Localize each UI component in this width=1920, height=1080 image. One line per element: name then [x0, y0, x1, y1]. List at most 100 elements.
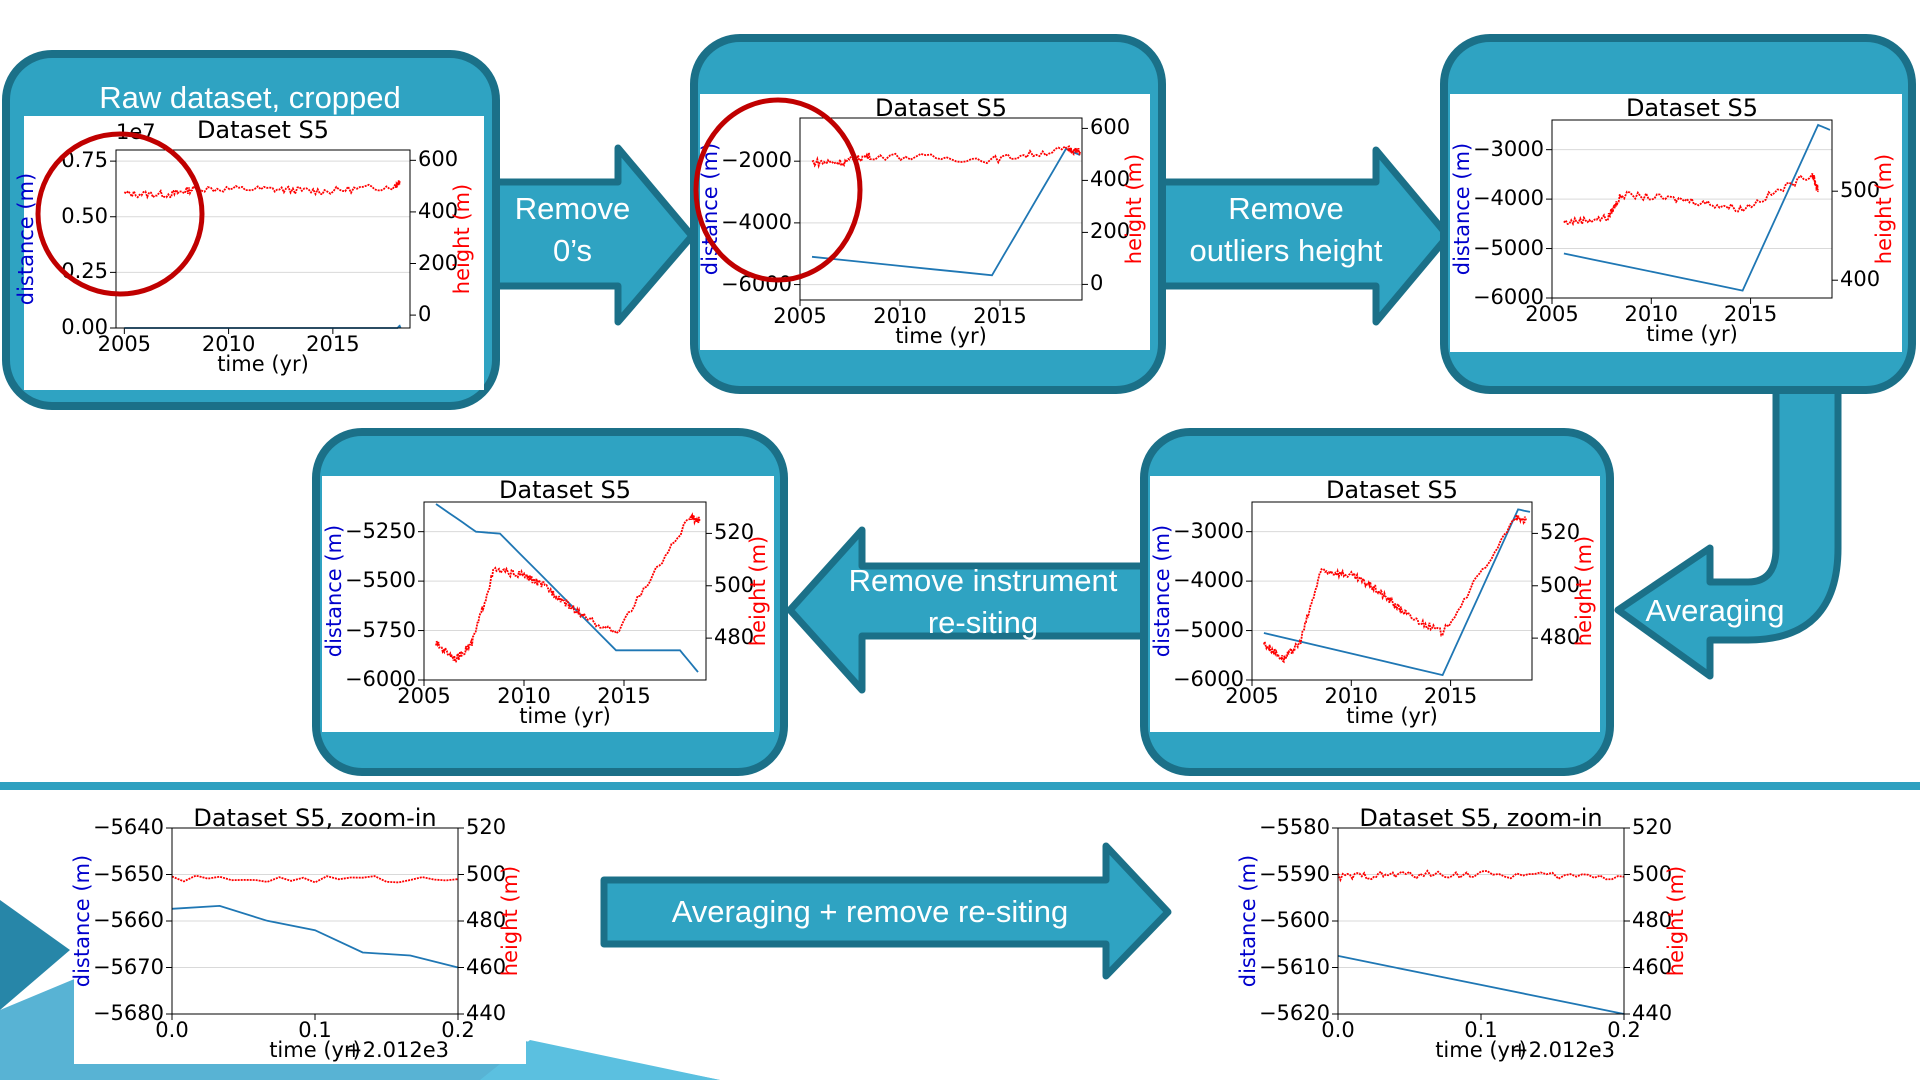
remove-zeros-label: Remove 0’s — [514, 191, 631, 268]
xlabel-raw: time (yr) — [217, 352, 309, 376]
arrow-averaging — [1614, 380, 1842, 680]
xlabel-remove-outliers: time (yr) — [1646, 322, 1738, 346]
arrow-remove-resiting — [786, 526, 1154, 694]
ytick-right-zoom-processed-1: 460 — [1632, 954, 1673, 979]
ytick-right-zoom-processed-0: 440 — [1632, 1001, 1673, 1025]
ytick-right-zoom-raw-0: 440 — [466, 1001, 507, 1025]
ytick-right-remove-resiting-1: 500 — [714, 572, 755, 597]
xlabel-zoom-processed: time (yr) — [1435, 1038, 1527, 1062]
xtick-averaging-1: 2010 — [1324, 684, 1378, 708]
xtick-raw-0: 2005 — [97, 332, 152, 356]
chart-title-remove-zeros: Dataset S5 — [874, 94, 1008, 122]
ytick-right-remove-resiting-0: 480 — [714, 625, 755, 650]
xtick-averaging-0: 2005 — [1225, 684, 1279, 708]
ylabel-right-zoom-processed: height (m) — [1664, 865, 1688, 977]
xtick-remove-outliers-0: 2005 — [1525, 302, 1579, 326]
xtick-zoom-raw-2: 0.2 — [441, 1018, 475, 1042]
ytick-right-remove-zeros-1: 200 — [1090, 219, 1131, 244]
remove-outliers-label: Remove outliers height — [1189, 191, 1383, 268]
arrow-averaging-remove-resiting — [600, 842, 1172, 980]
bottom-arrow-label: Averaging + remove re-siting — [671, 894, 1069, 929]
xtick-zoom-processed-0: 0.0 — [1321, 1018, 1355, 1042]
xtick-raw-2: 2015 — [306, 332, 360, 356]
ytick-right-remove-outliers-0: 400 — [1840, 267, 1881, 292]
ytick-left-zoom-raw-4: −5680 — [92, 1001, 164, 1025]
chart-title-raw: Dataset S5 — [196, 116, 330, 144]
xtick-remove-zeros-2: 2015 — [973, 304, 1027, 328]
ytick-left-zoom-raw-2: −5660 — [92, 908, 164, 932]
remove-resiting-label: Remove instrument re-siting — [848, 563, 1118, 640]
ytick-left-zoom-processed-4: −5620 — [1258, 1001, 1330, 1025]
xtick-remove-zeros-0: 2005 — [773, 304, 827, 328]
ytick-left-remove-resiting-0: −5250 — [344, 518, 416, 543]
ytick-right-averaging-2: 520 — [1540, 520, 1581, 545]
chart-title-averaging: Dataset S5 — [1325, 476, 1459, 504]
xtick-zoom-raw-0: 0.0 — [155, 1018, 189, 1042]
xlabel-averaging: time (yr) — [1346, 704, 1438, 728]
arrow-remove-zeros — [486, 144, 696, 326]
ytick-left-zoom-processed-1: −5590 — [1258, 861, 1330, 886]
ytick-right-raw-3: 600 — [418, 147, 459, 172]
ytick-right-zoom-raw-4: 520 — [466, 815, 507, 839]
chart-title-zoom-processed: Dataset S5, zoom-in — [1359, 804, 1603, 832]
ytick-right-zoom-processed-2: 480 — [1632, 908, 1673, 932]
ytick-right-zoom-raw-3: 500 — [466, 861, 507, 886]
section-divider — [0, 782, 1920, 790]
xtick-zoom-processed-2: 0.2 — [1607, 1018, 1641, 1042]
ytick-left-zoom-processed-0: −5580 — [1258, 815, 1330, 839]
ytick-left-zoom-raw-3: −5670 — [92, 954, 164, 979]
ytick-left-zoom-raw-1: −5650 — [92, 861, 164, 886]
averaging-label: Averaging — [1645, 593, 1785, 628]
ytick-left-remove-resiting-1: −5500 — [344, 568, 416, 593]
ytick-left-remove-resiting-3: −6000 — [344, 667, 416, 691]
ylabel-left-remove-outliers: distance (m) — [1450, 142, 1474, 276]
ytick-left-raw-0: 0.00 — [61, 315, 108, 339]
ytick-left-averaging-1: −4000 — [1172, 568, 1244, 593]
xlabel-zoom-raw: time (yr) — [269, 1038, 361, 1062]
ytick-right-raw-0: 0 — [418, 302, 432, 327]
ytick-left-zoom-processed-2: −5600 — [1258, 908, 1330, 932]
xtick-averaging-2: 2015 — [1423, 684, 1478, 708]
ylabel-right-raw: height (m) — [450, 183, 474, 295]
ylabel-right-averaging: height (m) — [1572, 535, 1596, 647]
ytick-right-zoom-processed-3: 500 — [1632, 861, 1673, 886]
x-offset-zoom-raw: +2.012e3 — [345, 1038, 449, 1062]
xtick-remove-outliers-2: 2015 — [1723, 302, 1778, 326]
ylabel-left-averaging: distance (m) — [1150, 524, 1174, 658]
xlabel-remove-resiting: time (yr) — [519, 704, 611, 728]
ytick-right-remove-zeros-2: 400 — [1090, 167, 1131, 192]
ytick-left-averaging-0: −3000 — [1172, 518, 1244, 543]
ytick-left-remove-outliers-2: −5000 — [1472, 235, 1544, 260]
xtick-remove-resiting-0: 2005 — [397, 684, 451, 708]
xtick-raw-1: 2010 — [201, 332, 256, 356]
xlabel-remove-zeros: time (yr) — [895, 324, 987, 348]
xtick-remove-resiting-1: 2010 — [497, 684, 551, 708]
ylabel-right-remove-zeros: height (m) — [1122, 153, 1146, 265]
ylabel-right-zoom-raw: height (m) — [498, 865, 522, 977]
chart-title-zoom-raw: Dataset S5, zoom-in — [193, 804, 437, 832]
raw-heading: Raw dataset, cropped — [99, 80, 401, 115]
scale-note-raw: 1e7 — [116, 120, 156, 144]
xtick-remove-outliers-1: 2010 — [1624, 302, 1678, 326]
ytick-right-remove-resiting-2: 520 — [714, 520, 755, 545]
ytick-right-zoom-processed-4: 520 — [1632, 815, 1673, 839]
ytick-right-remove-zeros-3: 600 — [1090, 115, 1131, 140]
xtick-zoom-raw-1: 0.1 — [298, 1018, 332, 1042]
ylabel-left-zoom-raw: distance (m) — [70, 854, 94, 988]
ylabel-left-raw: distance (m) — [14, 172, 38, 306]
chart-title-remove-outliers: Dataset S5 — [1625, 94, 1759, 122]
ytick-right-zoom-raw-2: 480 — [466, 908, 507, 932]
chart-title-remove-resiting: Dataset S5 — [498, 476, 632, 504]
ylabel-right-remove-outliers: height (m) — [1872, 153, 1896, 265]
arrow-remove-outliers — [1156, 146, 1452, 326]
ytick-left-remove-outliers-0: −3000 — [1472, 136, 1544, 161]
ytick-right-zoom-raw-1: 460 — [466, 954, 507, 979]
ytick-left-remove-outliers-3: −6000 — [1472, 285, 1544, 309]
ylabel-left-zoom-processed: distance (m) — [1236, 854, 1260, 988]
ytick-right-averaging-1: 500 — [1540, 572, 1581, 597]
xtick-zoom-processed-1: 0.1 — [1464, 1018, 1498, 1042]
ytick-left-remove-outliers-1: −4000 — [1472, 186, 1544, 211]
xtick-remove-zeros-1: 2010 — [873, 304, 927, 328]
ytick-left-zoom-processed-3: −5610 — [1258, 954, 1330, 979]
